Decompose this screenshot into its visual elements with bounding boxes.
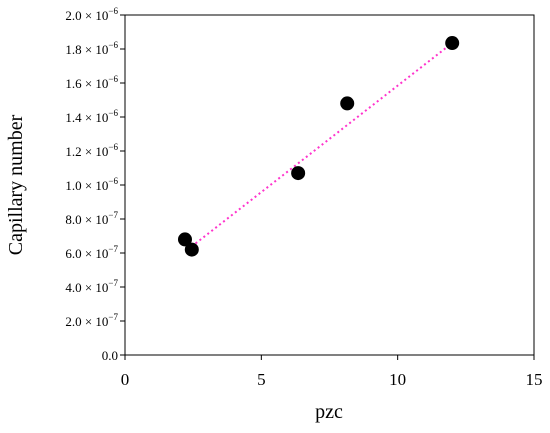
x-axis-ticks: 0 5 10 15 xyxy=(121,355,543,389)
x-tick-label: 15 xyxy=(526,370,543,389)
data-point xyxy=(291,166,306,181)
data-point xyxy=(445,36,460,51)
y-axis-title: Capillary number xyxy=(5,114,27,255)
y-tick-label: 1.2 × 10−6 xyxy=(65,142,118,159)
x-tick-label: 0 xyxy=(121,370,130,389)
x-axis-title: pzc xyxy=(315,401,343,423)
y-axis-ticks: 0.0 2.0 × 10−7 4.0 × 10−7 6.0 × 10−7 8.0 × 1… xyxy=(65,6,125,363)
x-tick-label: 5 xyxy=(257,370,266,389)
y-tick-label: 2.0 × 10−7 xyxy=(65,312,118,329)
data-point xyxy=(177,232,192,247)
y-tick-label: 4.0 × 10−7 xyxy=(65,278,118,295)
y-tick-label: 8.0 × 10−7 xyxy=(65,210,118,227)
y-tick-label: 0.0 xyxy=(102,348,118,363)
y-tick-label: 1.0 × 10−6 xyxy=(65,176,118,193)
y-tick-label: 6.0 × 10−7 xyxy=(65,244,118,261)
y-tick-label: 1.6 × 10−6 xyxy=(65,74,118,91)
y-tick-label: 1.8 × 10−6 xyxy=(65,40,118,57)
y-tick-label: 2.0 × 10−6 xyxy=(65,6,118,23)
data-points xyxy=(177,36,460,257)
x-tick-label: 10 xyxy=(389,370,406,389)
trend-line xyxy=(187,42,453,251)
plot-area xyxy=(124,14,535,356)
data-point xyxy=(184,242,199,257)
y-tick-label: 1.4 × 10−6 xyxy=(65,108,118,125)
data-point xyxy=(340,96,355,111)
